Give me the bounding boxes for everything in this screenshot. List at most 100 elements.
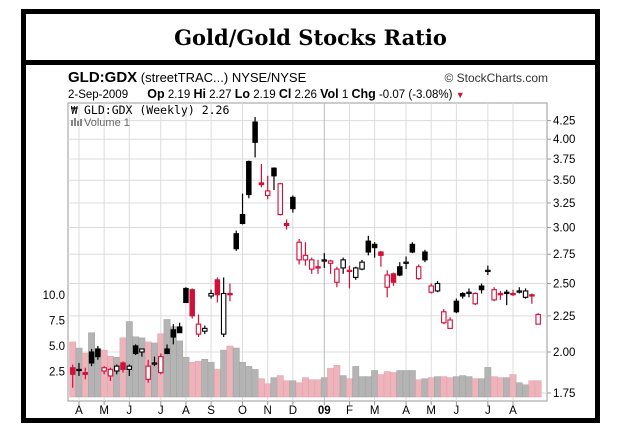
exchange: NYSE/NYSE bbox=[231, 70, 307, 85]
candle bbox=[441, 309, 447, 325]
candle-body bbox=[409, 243, 416, 253]
candle bbox=[397, 262, 403, 277]
candle-body bbox=[120, 362, 126, 370]
candle-body bbox=[390, 273, 397, 283]
volume-bar bbox=[408, 370, 416, 398]
candle bbox=[503, 289, 510, 306]
volume-bar bbox=[339, 375, 347, 398]
candle bbox=[126, 364, 133, 376]
volume-bar bbox=[515, 382, 523, 398]
candle bbox=[510, 289, 516, 297]
volume-bar bbox=[402, 370, 410, 398]
price-tick-label: 3.75 bbox=[553, 154, 575, 166]
candle bbox=[321, 253, 328, 268]
volume-bar bbox=[308, 379, 316, 398]
high-value: 2.27 bbox=[209, 89, 232, 101]
volume-bar bbox=[245, 366, 253, 398]
volume-bar bbox=[276, 375, 284, 398]
candle bbox=[415, 264, 422, 280]
candle bbox=[529, 293, 535, 304]
close-label: Cl bbox=[278, 87, 292, 101]
volume-bar bbox=[497, 377, 504, 398]
candle bbox=[466, 288, 472, 298]
candle bbox=[189, 288, 195, 319]
candle-body bbox=[503, 291, 510, 295]
candle-body bbox=[340, 259, 346, 269]
volume-bar bbox=[333, 365, 341, 398]
candle-body bbox=[88, 351, 95, 364]
volume-bar bbox=[195, 361, 202, 398]
low-value: 2.19 bbox=[253, 89, 276, 101]
chart-frame: Gold/Gold Stocks Ratio bbox=[21, 9, 600, 423]
volume-bar bbox=[188, 362, 196, 398]
candle-body bbox=[220, 292, 227, 335]
candle-body bbox=[434, 282, 441, 292]
month-label: N bbox=[264, 405, 272, 417]
volume-bar bbox=[459, 375, 467, 398]
price-tick-label: 3.25 bbox=[553, 198, 575, 210]
candle-body bbox=[447, 319, 453, 329]
month-label: A bbox=[182, 405, 190, 417]
candle bbox=[522, 288, 529, 299]
candle-body bbox=[107, 368, 114, 377]
volume-bar bbox=[383, 371, 391, 398]
candle bbox=[478, 283, 485, 294]
volume-bar bbox=[421, 378, 429, 398]
volume-bar bbox=[358, 376, 366, 398]
volume-bar bbox=[138, 337, 146, 398]
volume-bar bbox=[534, 380, 542, 398]
candle-body bbox=[365, 240, 372, 253]
candle bbox=[239, 193, 246, 225]
candle bbox=[208, 289, 214, 299]
candle bbox=[283, 219, 290, 230]
candle-body bbox=[428, 285, 434, 293]
month-label: M bbox=[426, 405, 436, 417]
candle bbox=[390, 272, 397, 286]
candle bbox=[422, 249, 428, 263]
legend: ₩ GLD:GDX (Weekly) 2.26 Volume 1 bbox=[71, 103, 229, 129]
volume-bar bbox=[396, 370, 404, 398]
price-tick-label: 3.00 bbox=[553, 223, 575, 235]
candle bbox=[82, 367, 89, 380]
open-label: Op bbox=[147, 87, 165, 101]
volume-bar bbox=[239, 362, 246, 398]
volume-bar bbox=[390, 372, 397, 398]
candle-body bbox=[485, 269, 491, 273]
candle bbox=[88, 348, 95, 367]
volume-bar bbox=[484, 367, 492, 398]
volume-bar bbox=[352, 366, 360, 398]
candle bbox=[365, 235, 372, 256]
volume-bar bbox=[471, 378, 479, 398]
candle-body bbox=[176, 326, 183, 334]
volume-value: 1 bbox=[341, 89, 349, 101]
candle bbox=[346, 265, 353, 289]
volume-tick-label: 10.0 bbox=[43, 290, 65, 302]
down-arrow-icon: ▼ bbox=[455, 90, 465, 100]
close-value: 2.26 bbox=[294, 89, 317, 101]
candle bbox=[170, 324, 177, 345]
volume-bar bbox=[371, 370, 379, 398]
volume-bar bbox=[182, 356, 190, 398]
quote-line: 2-Sep-2009 Op 2.19 Hi 2.27 Lo 2.19 Cl 2.… bbox=[68, 87, 465, 101]
candle bbox=[378, 250, 384, 267]
candle-body bbox=[158, 356, 164, 374]
month-label: O bbox=[238, 405, 247, 417]
candle bbox=[220, 277, 227, 338]
candle-body bbox=[497, 292, 504, 296]
legend-volume: Volume 1 bbox=[84, 117, 130, 129]
candle-body bbox=[346, 269, 353, 273]
month-label: A bbox=[509, 405, 517, 417]
candle bbox=[516, 287, 523, 294]
candle-body bbox=[327, 260, 334, 264]
candle-body bbox=[264, 190, 271, 197]
candle-body bbox=[227, 292, 233, 296]
volume-tick-label: 7.5 bbox=[49, 316, 65, 328]
candle bbox=[246, 160, 252, 199]
candle bbox=[352, 266, 359, 280]
candle bbox=[145, 359, 151, 383]
candle bbox=[296, 238, 302, 265]
volume-bar bbox=[251, 369, 259, 398]
candle bbox=[258, 163, 265, 188]
